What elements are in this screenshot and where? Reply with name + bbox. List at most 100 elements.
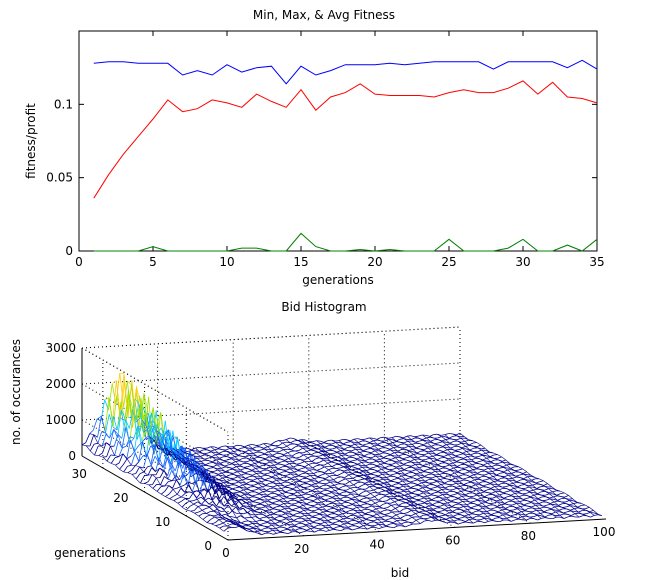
surface-mesh-line <box>234 479 239 483</box>
surface-mesh-line <box>353 482 358 486</box>
surface-mesh-line <box>495 517 500 519</box>
surface-mesh-line <box>302 472 306 475</box>
surface-mesh-line <box>229 519 235 523</box>
surface-mesh-line <box>364 506 369 509</box>
surface-mesh-line <box>324 446 330 450</box>
surface-mesh-line <box>126 455 132 460</box>
surface-mesh-line <box>427 468 432 470</box>
surface-mesh-line <box>301 439 306 444</box>
surface-mesh-line <box>257 530 262 535</box>
surface-mesh-line <box>505 506 510 509</box>
surface-mesh-line <box>390 480 395 483</box>
surface-mesh-line <box>531 504 536 508</box>
surface-mesh-line <box>198 513 203 517</box>
surface-mesh-line <box>320 471 326 474</box>
surface-mesh-line <box>332 447 337 450</box>
surface-mesh-line <box>361 514 366 516</box>
surface-mesh-line <box>403 485 408 490</box>
surface-mesh-line <box>323 516 328 518</box>
surface-mesh-line <box>385 470 390 473</box>
surface-mesh-line <box>392 488 397 491</box>
surface-mesh-line <box>373 443 378 445</box>
surface-mesh-line <box>295 457 301 460</box>
surface-mesh-line <box>238 524 243 529</box>
surface-mesh-line <box>182 446 187 457</box>
surface-mesh-line <box>215 454 220 459</box>
surface-mesh-line <box>530 499 535 503</box>
surface-mesh-line <box>235 486 240 489</box>
surface-mesh-line <box>110 446 115 456</box>
surface-mesh-line <box>117 434 123 439</box>
surface-mesh-line <box>347 446 352 448</box>
surface-mesh-line <box>375 455 381 460</box>
surface-mesh-line <box>287 478 292 481</box>
surface-mesh-line <box>460 458 464 461</box>
surface-mesh-line <box>413 504 418 506</box>
surface-mesh-line <box>516 506 521 509</box>
surface-mesh-line <box>384 486 389 491</box>
surface-mesh-line <box>264 478 269 481</box>
surface-mesh-line <box>317 448 323 452</box>
surface-mesh-line <box>439 474 444 479</box>
surface-mesh-line <box>244 520 249 522</box>
surface-mesh-line <box>569 503 574 506</box>
surface-mesh-line <box>310 528 315 533</box>
surface-mesh-line <box>239 513 245 519</box>
surface-mesh-line <box>408 521 413 525</box>
surface-mesh-line <box>371 499 375 501</box>
surface-mesh-line <box>332 500 337 503</box>
surface-mesh-line <box>290 440 295 444</box>
surface-mesh-line <box>389 521 394 524</box>
surface-mesh-line <box>451 504 456 507</box>
surface-mesh-line <box>336 475 342 478</box>
surface-mesh-line <box>304 461 309 465</box>
surface-mesh-line <box>408 498 414 503</box>
surface-mesh-line <box>476 492 481 495</box>
surface-mesh-line <box>385 520 390 522</box>
surface-mesh-line <box>509 482 514 485</box>
surface-mesh-line <box>211 523 216 526</box>
surface-mesh-line <box>463 482 468 485</box>
surface-mesh-line <box>473 521 478 524</box>
surface-mesh-line <box>407 466 412 469</box>
surface-mesh-line <box>327 461 332 464</box>
surface-mesh-line <box>455 477 460 482</box>
surface-mesh-line <box>338 510 343 515</box>
surface-mesh-line <box>368 511 373 513</box>
surface-mesh-line <box>188 467 194 471</box>
surface-mesh-line <box>381 466 385 469</box>
surface-mesh-line <box>460 491 466 496</box>
surface-mesh-line <box>431 444 436 447</box>
surface-mesh-line <box>281 486 286 489</box>
surface-mesh-line <box>400 470 406 475</box>
surface-mesh-line <box>455 482 461 487</box>
surface-mesh-line <box>248 520 253 524</box>
surface-mesh-line <box>492 475 498 477</box>
surface-mesh-line <box>473 473 478 476</box>
surface-mesh-line <box>468 491 473 494</box>
surface-mesh-line <box>325 505 330 507</box>
surface-mesh-line <box>282 442 288 447</box>
surface-mesh-line <box>400 447 406 450</box>
surface-mesh-line <box>510 492 515 496</box>
surface-mesh-line <box>191 450 197 454</box>
surface-mesh-line <box>493 504 498 508</box>
surface-mesh-line <box>357 464 363 468</box>
surface-mesh-line <box>366 446 371 449</box>
surface-mesh-line <box>250 509 256 516</box>
surface-mesh-line <box>244 447 250 451</box>
surface-mesh-line <box>466 504 472 509</box>
surface-mesh-line <box>453 466 458 469</box>
surface-mesh-line <box>422 487 427 492</box>
surface-mesh-line <box>480 491 485 494</box>
surface-mesh-line <box>374 445 379 450</box>
surface-mesh-line <box>141 441 147 457</box>
surface-mesh-line <box>374 474 380 477</box>
surface-mesh-line <box>417 507 423 510</box>
surface-mesh-line <box>433 484 438 487</box>
surface-mesh-line <box>290 498 295 501</box>
surface-mesh-line <box>381 488 386 492</box>
surface-mesh-line <box>387 504 392 508</box>
surface-mesh-line <box>358 447 364 451</box>
surface-mesh-line <box>216 499 221 507</box>
